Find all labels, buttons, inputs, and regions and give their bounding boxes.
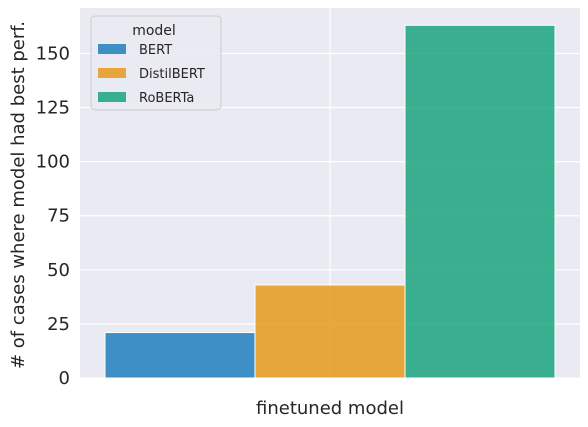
y-tick-label: 125 [36,98,70,119]
bars [104,24,556,379]
bar-distilbert [254,284,406,379]
legend-label-roberta: RoBERTa [139,91,194,106]
legend-label-bert: BERT [139,43,172,58]
legend-box [90,15,222,111]
y-tick-label: 0 [59,368,70,389]
legend-label-distilbert: DistilBERT [139,67,205,82]
legend-swatch-bert [98,44,126,54]
y-tick-label: 100 [36,152,70,173]
y-axis-label: # of cases where model had best perf. [8,21,29,369]
legend: model BERT DistilBERT RoBERTa [90,15,222,111]
bar-roberta [404,24,556,379]
y-tick-label: 75 [47,206,70,227]
legend-title: model [132,23,176,39]
y-tick-label: 150 [36,43,70,64]
y-tick-label: 25 [47,314,70,335]
y-tick-label: 50 [47,260,70,281]
legend-swatch-roberta [98,92,126,102]
bar-bert [104,332,256,379]
x-axis-label: finetuned model [256,398,404,419]
legend-swatch-distilbert [98,68,126,78]
y-tick-labels: 0 25 50 75 100 125 150 [36,43,70,389]
